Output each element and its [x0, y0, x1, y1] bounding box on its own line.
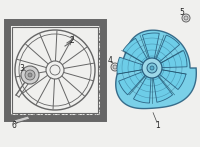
Bar: [7, 22, 103, 118]
Text: 2: 2: [70, 35, 74, 45]
Bar: [12, 27, 98, 113]
Circle shape: [46, 61, 64, 79]
Polygon shape: [142, 33, 159, 60]
Text: 5: 5: [180, 7, 184, 16]
Text: 3: 3: [20, 64, 24, 72]
Polygon shape: [133, 76, 151, 103]
Polygon shape: [119, 71, 146, 95]
Polygon shape: [153, 75, 173, 102]
Circle shape: [113, 65, 117, 69]
Circle shape: [25, 70, 35, 80]
Circle shape: [28, 73, 32, 77]
Circle shape: [182, 14, 190, 22]
Bar: [7, 22, 103, 118]
Bar: [7, 22, 103, 118]
Text: 4: 4: [108, 56, 112, 65]
Circle shape: [142, 58, 162, 78]
Circle shape: [15, 30, 95, 110]
Text: 1: 1: [156, 121, 160, 130]
Circle shape: [111, 63, 119, 71]
Text: 6: 6: [12, 121, 16, 130]
Circle shape: [150, 66, 154, 70]
Circle shape: [50, 65, 60, 75]
Polygon shape: [116, 30, 196, 109]
Circle shape: [21, 66, 39, 84]
Bar: [11, 26, 99, 114]
Polygon shape: [160, 51, 187, 68]
Circle shape: [184, 16, 188, 20]
Polygon shape: [158, 70, 186, 90]
Circle shape: [147, 63, 157, 73]
Polygon shape: [156, 35, 180, 62]
Polygon shape: [123, 38, 148, 64]
Polygon shape: [117, 57, 144, 74]
Polygon shape: [14, 116, 30, 123]
